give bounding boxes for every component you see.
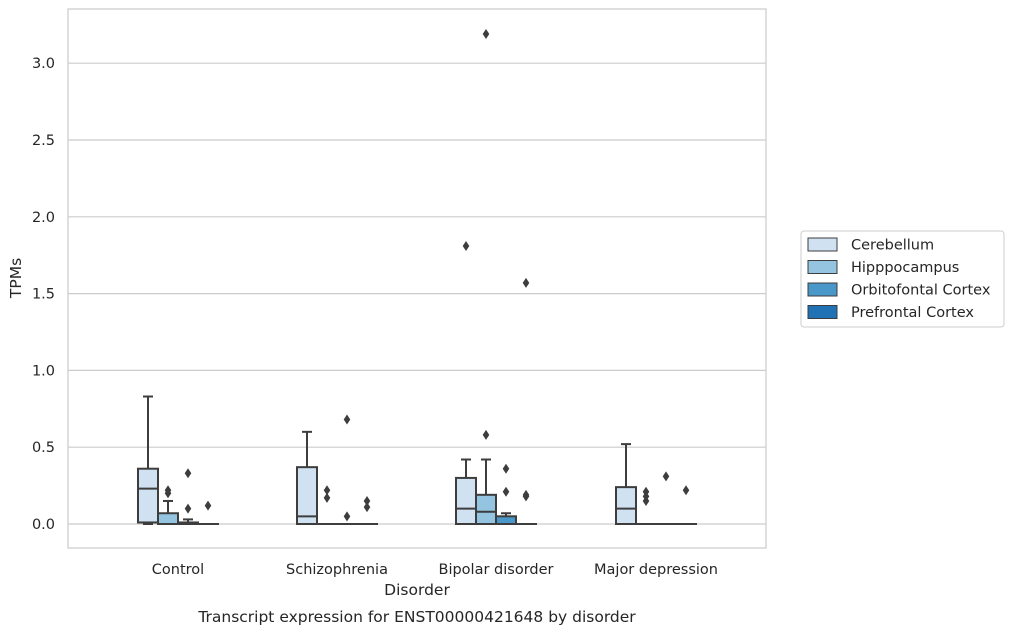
x-tick-label: Major depression [594,562,718,578]
box-iqr [456,478,476,524]
y-tick-label: 1.5 [32,287,55,303]
x-tick-labels: Control Schizophrenia Bipolar disorder Majo… [152,562,718,578]
x-tick-label: Schizophrenia [286,562,388,578]
y-axis-label: TPMs [7,258,25,299]
y-tick-labels: 0.0 0.5 1.0 1.5 2.0 2.5 3.0 [32,56,55,533]
y-tick-label: 0.0 [32,517,55,533]
figure-caption: Transcript expression for ENST0000042164… [197,608,636,626]
legend-label: Hipppocampus [851,260,959,276]
box-iqr [496,516,516,524]
box-iqr [158,513,178,524]
y-tick-label: 2.0 [32,210,55,226]
box-iqr [138,469,158,523]
plot-background [68,9,766,548]
y-tick-label: 1.0 [32,363,55,379]
x-axis-label: Disorder [384,581,450,599]
legend-label: Orbitofontal Cortex [851,283,991,299]
legend-label: Prefrontal Cortex [851,305,974,321]
legend-swatch [808,306,837,319]
y-tick-label: 2.5 [32,133,55,149]
legend-swatch [808,283,837,296]
legend-label: Cerebellum [851,238,934,254]
y-tick-label: 0.5 [32,440,55,456]
legend-swatch [808,261,837,274]
y-tick-label: 3.0 [32,56,55,72]
legend-swatch [808,238,837,251]
box-iqr [476,495,496,524]
x-tick-label: Bipolar disorder [439,562,554,578]
legend: Cerebellum Hipppocampus Orbitofontal Corte… [801,231,1004,327]
x-tick-label: Control [152,562,204,578]
box-iqr [616,487,636,524]
